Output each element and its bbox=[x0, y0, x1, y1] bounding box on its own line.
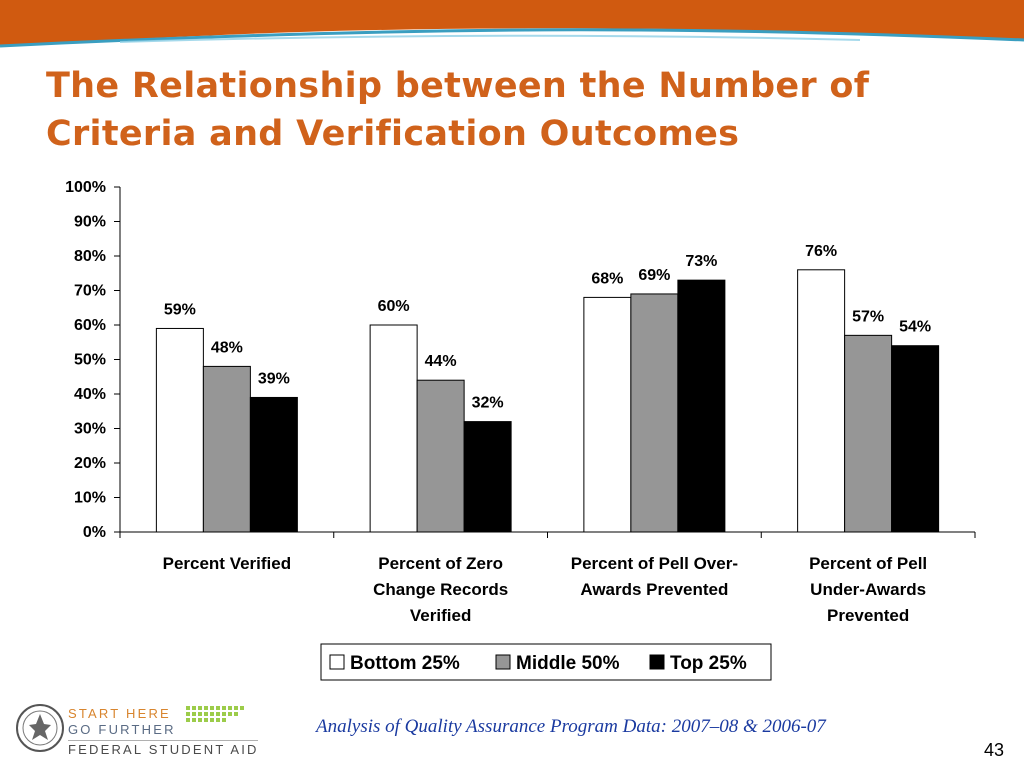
data-label: 76% bbox=[805, 243, 837, 260]
y-tick-label: 50% bbox=[74, 352, 106, 369]
bar-chart: 0% 10% 20% 30% 40% 50% 60% 70% 80% 90% 100% Percent… bbox=[65, 179, 976, 681]
y-tick-label: 20% bbox=[74, 455, 106, 472]
data-label: 69% bbox=[638, 267, 670, 284]
y-tick-label: 40% bbox=[74, 386, 106, 403]
legend-box bbox=[320, 643, 772, 681]
bar bbox=[630, 293, 679, 533]
logo-line-go-further: GO FURTHER bbox=[68, 722, 176, 737]
logo-line-federal-student-aid: FEDERAL STUDENT AID bbox=[68, 740, 259, 757]
dot-grid-icon bbox=[186, 706, 244, 722]
legend-label: Middle 50% bbox=[516, 653, 620, 674]
logo-wordmark: START HERE GO FURTHER FEDERAL STUDENT AI… bbox=[68, 706, 258, 758]
header-band bbox=[0, 0, 1024, 48]
data-label: 39% bbox=[258, 370, 290, 387]
y-tick-label: 0% bbox=[83, 524, 106, 541]
bar bbox=[202, 365, 251, 533]
data-label: 48% bbox=[211, 339, 243, 356]
y-tick-label: 10% bbox=[74, 490, 106, 507]
legend-swatch bbox=[495, 654, 511, 670]
legend-label: Bottom 25% bbox=[350, 653, 460, 674]
bar bbox=[677, 279, 726, 533]
bar bbox=[249, 396, 298, 533]
data-label: 44% bbox=[425, 353, 457, 370]
data-label: 57% bbox=[852, 308, 884, 325]
y-tick-label: 30% bbox=[74, 421, 106, 438]
footer-source: Analysis of Quality Assurance Program Da… bbox=[316, 716, 826, 737]
seal-icon bbox=[16, 704, 64, 752]
y-tick-label: 80% bbox=[74, 248, 106, 265]
y-tick-label: 60% bbox=[74, 317, 106, 334]
data-label: 32% bbox=[472, 395, 504, 412]
data-label: 59% bbox=[164, 301, 196, 318]
category-label: Percent Verified bbox=[163, 554, 292, 573]
bar bbox=[463, 421, 512, 533]
data-label: 54% bbox=[899, 319, 931, 336]
legend-swatch bbox=[649, 654, 665, 670]
legend-swatch bbox=[329, 654, 345, 670]
y-tick-label: 70% bbox=[74, 283, 106, 300]
data-label: 60% bbox=[378, 298, 410, 315]
bar bbox=[844, 334, 893, 533]
data-label: 68% bbox=[591, 270, 623, 287]
federal-student-aid-logo bbox=[16, 704, 244, 752]
bar bbox=[583, 296, 632, 533]
category-label: Percent of Pell Over-Awards Prevented bbox=[571, 554, 738, 599]
page-number: 43 bbox=[983, 740, 1004, 760]
bar bbox=[891, 345, 940, 533]
bar bbox=[369, 324, 418, 533]
y-tick-label: 100% bbox=[65, 179, 106, 196]
category-label: Percent of Zero Change Records Verified bbox=[373, 554, 508, 625]
category-label: Percent of Pell Under-Awards Prevented bbox=[809, 554, 927, 625]
slide-title: The Relationship between the Number of C… bbox=[46, 66, 870, 154]
data-label: 73% bbox=[685, 253, 717, 270]
bar bbox=[155, 327, 204, 533]
bar bbox=[416, 379, 465, 533]
y-tick-label: 90% bbox=[74, 214, 106, 231]
logo-line-start-here: START HERE bbox=[68, 706, 171, 721]
bar bbox=[797, 269, 846, 533]
legend-label: Top 25% bbox=[670, 653, 747, 674]
